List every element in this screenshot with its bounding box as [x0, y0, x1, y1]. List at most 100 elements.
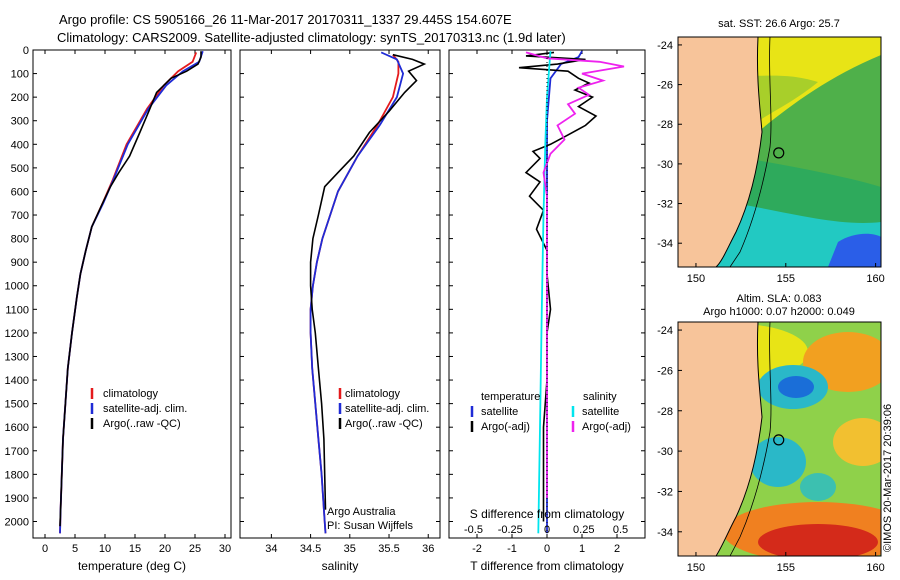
map2-isobath: [729, 322, 772, 556]
temperature-ytick-label: 1500: [5, 399, 29, 411]
temperature-ytick-label: 1400: [5, 375, 29, 387]
map1-coldest-patch: [828, 233, 881, 267]
temperature-xtick-label: 5: [72, 543, 78, 555]
temperature-series-argo: [59, 51, 202, 527]
difference-xlabel: T difference from climatology: [470, 559, 624, 573]
map1-ytick-label: -30: [657, 159, 673, 171]
temperature-ytick-label: 700: [11, 210, 29, 222]
temperature-ytick-label: 0: [23, 45, 29, 57]
difference-xtick-label: -1: [507, 543, 517, 555]
map1-ytick-label: -34: [657, 238, 673, 250]
salinity-series-argo: [309, 53, 427, 510]
diff-s-tick-label: 0.25: [573, 524, 594, 536]
map2-ytick-label: -24: [657, 325, 673, 337]
temperature-series-clim: [59, 52, 198, 534]
map2-ytick-label: -26: [657, 365, 673, 377]
temperature-xtick-label: 25: [189, 543, 201, 555]
temperature-ytick-label: 1300: [5, 351, 29, 363]
map2-ytick-label: -30: [657, 446, 673, 458]
difference-series-sat: [546, 50, 583, 534]
temperature-series-sat: [59, 50, 204, 534]
salinity-xtick-label: 34.5: [300, 543, 321, 555]
header-line-1: Argo profile: CS 5905166_26 11-Mar-2017 …: [59, 12, 512, 27]
map1-argo-marker: [773, 147, 785, 159]
map1-xtick-label: 160: [866, 273, 884, 285]
diff-legend-label: satellite: [582, 406, 619, 418]
sal-legend-label: satellite-adj. clim.: [345, 403, 429, 415]
temperature-ytick-label: 1000: [5, 281, 29, 293]
map2-land: [678, 322, 763, 556]
diff-s-tick-label: -0.5: [464, 524, 483, 536]
difference-xtick-label: -2: [472, 543, 482, 555]
map1-field: [678, 37, 881, 267]
map1-ytick-label: -28: [657, 119, 673, 131]
temperature-ytick-label: 800: [11, 234, 29, 246]
salinity-xtick-label: 34: [265, 543, 277, 555]
temp-legend-label: Argo(..raw -QC): [103, 418, 181, 430]
temperature-xtick-label: 15: [129, 543, 141, 555]
diff-legend-title-s: salinity: [583, 391, 617, 403]
diff-legend-title-t: temperature: [481, 391, 540, 403]
sal-legend-label: Argo(..raw -QC): [345, 418, 423, 430]
temperature-xtick-label: 0: [42, 543, 48, 555]
temperature-ytick-label: 1800: [5, 469, 29, 481]
difference-series-argo: [518, 51, 598, 522]
header-line-2: Climatology: CARS2009. Satellite-adjuste…: [57, 30, 566, 45]
map2-subtitle: Argo h1000: 0.07 h2000: 0.049: [703, 306, 855, 318]
map2-ytick-label: -28: [657, 406, 673, 418]
difference-xtick-label: 2: [614, 543, 620, 555]
temp-legend-label: satellite-adj. clim.: [103, 403, 187, 415]
temp-legend-label: climatology: [103, 388, 159, 400]
salinity-series-sat: [309, 51, 405, 534]
difference-series-sal_argo: [525, 51, 625, 498]
map1-ytick-label: -32: [657, 199, 673, 211]
temperature-ytick-label: 2000: [5, 516, 29, 528]
temperature-ytick-label: 1900: [5, 493, 29, 505]
map2-xtick-label: 155: [777, 562, 795, 574]
temperature-ytick-label: 1600: [5, 422, 29, 434]
temperature-ytick-label: 500: [11, 163, 29, 175]
salinity-frame: [239, 49, 441, 539]
temperature-xtick-label: 30: [219, 543, 231, 555]
sal-annotation-line: PI: Susan Wijffels: [327, 520, 413, 532]
map2-title: Altim. SLA: 0.083: [737, 293, 822, 305]
salinity-xlabel: salinity: [322, 559, 359, 573]
map1-isobath: [729, 37, 772, 267]
temperature-xtick-label: 20: [159, 543, 171, 555]
temperature-ytick-label: 1700: [5, 446, 29, 458]
map2-frame: [677, 321, 882, 557]
credit-text: ©IMOS 20-Mar-2017 20:39:06: [882, 403, 894, 552]
temperature-ytick-label: 300: [11, 116, 29, 128]
map1-title: sat. SST: 26.6 Argo: 25.7: [718, 18, 840, 30]
map2-high-4-core: [758, 524, 878, 556]
diff-s-tick-label: 0.5: [613, 524, 628, 536]
diff-legend-label: satellite: [481, 406, 518, 418]
temperature-xlabel: temperature (deg C): [78, 559, 186, 573]
diff-legend-label: Argo(-adj): [481, 421, 530, 433]
map2-argo-marker: [773, 434, 785, 446]
difference-xtick-label: 0: [544, 543, 550, 555]
map2-ytick-label: -32: [657, 486, 673, 498]
map2-xtick-label: 160: [866, 562, 884, 574]
map2-field: [678, 322, 881, 556]
diff-legend-label: Argo(-adj): [582, 421, 631, 433]
map1-xtick-label: 155: [777, 273, 795, 285]
map1-land: [678, 37, 763, 267]
salinity-xtick-label: 35.5: [378, 543, 399, 555]
map1-ytick-label: -24: [657, 40, 673, 52]
difference-xtick-label: 1: [579, 543, 585, 555]
salinity-xtick-label: 35: [344, 543, 356, 555]
map2-ytick-label: -34: [657, 527, 673, 539]
map1-ytick-label: -26: [657, 80, 673, 92]
salinity-xtick-label: 36: [422, 543, 434, 555]
temperature-frame: [32, 49, 232, 539]
sal-legend-label: climatology: [345, 388, 401, 400]
temperature-xtick-label: 10: [99, 543, 111, 555]
difference-series-sal_sat: [537, 51, 552, 534]
sal-annotation-line: Argo Australia: [327, 506, 396, 518]
temperature-ytick-label: 1100: [5, 304, 29, 316]
temperature-ytick-label: 200: [11, 92, 29, 104]
temperature-ytick-label: 600: [11, 186, 29, 198]
temperature-ytick-label: 1200: [5, 328, 29, 340]
